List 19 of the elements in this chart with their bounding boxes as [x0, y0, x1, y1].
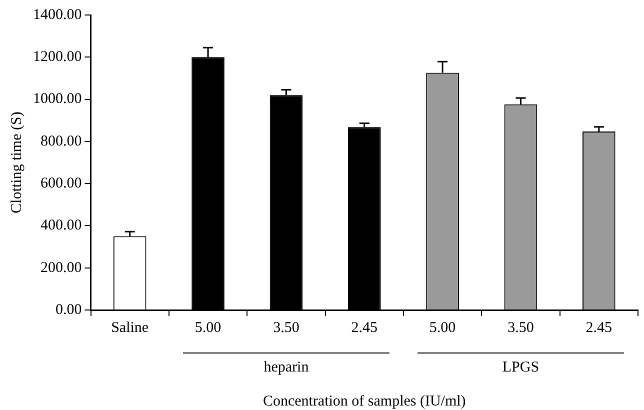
x-tick-label: 3.50 [273, 320, 300, 336]
x-tick-label: 5.00 [194, 320, 222, 336]
y-tick-label: 600.00 [40, 176, 82, 192]
text: heparin [264, 359, 310, 376]
y-tick-label: 800.00 [40, 133, 82, 150]
x-tick-label: 3.50 [508, 320, 534, 336]
x-tick-label: 2.45 [586, 320, 612, 336]
text: LPGS [502, 359, 540, 376]
y-tick-label: 1000.00 [33, 91, 82, 108]
x-axis-title: Concentration of samples (IU/ml) [262, 393, 466, 410]
y-tick-label: 400.00 [40, 218, 82, 234]
x-tick-label: 5.00 [429, 320, 456, 336]
y-tick-label: 0.00 [56, 302, 82, 318]
x-tick-label: Saline [111, 320, 149, 336]
y-tick-label: 1200.00 [33, 49, 82, 66]
x-tick-label: 2.45 [351, 320, 378, 336]
y-tick-label: 1400.00 [33, 6, 82, 23]
y-tick-label: 200.00 [40, 260, 82, 276]
y-axis-title: Clotting time (S) [8, 112, 25, 214]
